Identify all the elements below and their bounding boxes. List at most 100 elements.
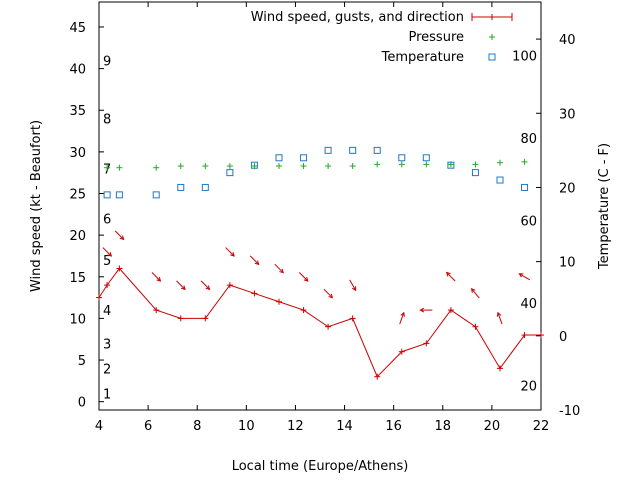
x-tick-label: 14: [336, 419, 353, 434]
legend: Wind speed, gusts, and direction Pressure…: [251, 10, 513, 65]
temperature-point: [349, 146, 357, 154]
x-tick-label: 4: [95, 419, 103, 434]
wind-point: [496, 365, 503, 372]
beaufort-label: 6: [103, 212, 111, 227]
temperature-point: [177, 183, 185, 191]
legend-pressure-marker: [489, 34, 495, 40]
fahrenheit-label: 100: [512, 50, 537, 65]
arrow-head: [107, 252, 113, 257]
pressure-point: [374, 161, 381, 168]
wind-line: [98, 267, 541, 378]
fahrenheit-label: 80: [520, 132, 537, 147]
wind-point: [447, 307, 454, 314]
y2-tick-label: 40: [559, 33, 576, 48]
y2-tick-label: 10: [559, 256, 576, 271]
arrow-shaft: [114, 230, 124, 240]
y-tick-label: 10: [69, 312, 86, 327]
pressure-point: [177, 163, 184, 170]
temperature-point: [300, 154, 308, 162]
y-tick-label: 0: [78, 396, 86, 411]
arrow-shaft: [249, 255, 260, 265]
arrow-head: [156, 277, 162, 282]
beaufort-label: 8: [103, 113, 111, 128]
x-tick-label: 10: [238, 419, 255, 434]
fahrenheit-label: 20: [520, 379, 537, 394]
wind-point: [275, 298, 282, 305]
x-tick-label: 16: [385, 419, 402, 434]
x-axis-title: Local time (Europe/Athens): [232, 459, 409, 474]
beaufort-label: 1: [103, 387, 111, 402]
y2-tick-label: 20: [559, 181, 576, 196]
wind-point: [251, 290, 258, 297]
arrow-head: [496, 311, 502, 317]
wind-direction-arrow: [151, 272, 162, 282]
x-tick-label: 20: [484, 419, 501, 434]
wind-point: [538, 332, 544, 339]
temperature-point: [324, 146, 332, 154]
wind-direction-arrow: [114, 230, 125, 241]
wind-point: [153, 307, 160, 314]
wind-point: [374, 373, 381, 380]
y-tick-label: 25: [69, 188, 86, 203]
wind-point: [521, 332, 528, 339]
wind-point: [349, 315, 356, 322]
arrow-head: [419, 307, 425, 313]
pressure-point: [116, 164, 123, 171]
arrow-head: [205, 285, 211, 291]
arrow-head: [279, 268, 284, 274]
beaufort-label: 9: [103, 54, 111, 69]
wind-direction-arrow: [349, 279, 357, 292]
arrow-shaft: [200, 280, 210, 290]
y-axis-title: Wind speed (kt - Beaufort): [29, 120, 44, 292]
temperature-point: [201, 183, 209, 191]
legend-wind-label: Wind speed, gusts, and direction: [251, 10, 464, 25]
arrow-shaft: [274, 263, 284, 274]
pressure-point: [153, 164, 160, 171]
wind-point: [300, 307, 307, 314]
arrow-head: [181, 285, 186, 291]
wind-direction-arrow: [518, 273, 530, 281]
pressure-point: [325, 163, 332, 170]
temperature-point: [226, 169, 234, 177]
y-tick-label: 15: [69, 271, 86, 286]
y-tick-label: 45: [69, 21, 86, 36]
y2-tick-label: 30: [559, 107, 576, 122]
beaufort-label: 4: [103, 304, 111, 319]
pressure-point: [226, 163, 233, 170]
temperature-point: [103, 191, 111, 199]
arrow-shaft: [399, 312, 405, 325]
temperature-point: [373, 146, 381, 154]
y-tick-label: 40: [69, 63, 86, 78]
x-tick-label: 22: [533, 419, 550, 434]
axes: 4 6 8 10 12 14 16 18 20 22051015202530354045-1001…: [29, 1, 612, 474]
legend-temperature-marker: [488, 53, 496, 61]
wind-direction-arrow: [399, 311, 405, 325]
arrow-shaft: [349, 279, 357, 291]
arrow-shaft: [323, 288, 333, 299]
y2-tick-label: 0: [559, 330, 567, 345]
temperature-point: [398, 154, 406, 162]
temperature-point: [152, 191, 160, 199]
temperature-point: [275, 154, 283, 162]
wind-direction-arrow: [445, 271, 456, 282]
arrow-head: [518, 273, 524, 278]
pressure-point: [300, 163, 307, 170]
arrow-shaft: [225, 247, 235, 257]
wind-direction-arrow: [274, 263, 284, 274]
pressure-point: [447, 161, 454, 168]
y-tick-label: 30: [69, 146, 86, 161]
arrow-head: [230, 252, 235, 257]
wind-point: [202, 315, 209, 322]
pressure-point: [496, 159, 503, 166]
pressure-point: [398, 161, 405, 168]
temperature-point: [521, 183, 529, 191]
wind-direction-arrow: [249, 255, 260, 266]
temperature-point: [422, 154, 430, 162]
pressure-point: [104, 164, 111, 171]
wind-point: [325, 323, 332, 330]
wind-point: [116, 265, 123, 272]
y-tick-label: 35: [69, 104, 86, 119]
arrow-head: [254, 260, 260, 266]
pressure-point: [472, 161, 479, 168]
